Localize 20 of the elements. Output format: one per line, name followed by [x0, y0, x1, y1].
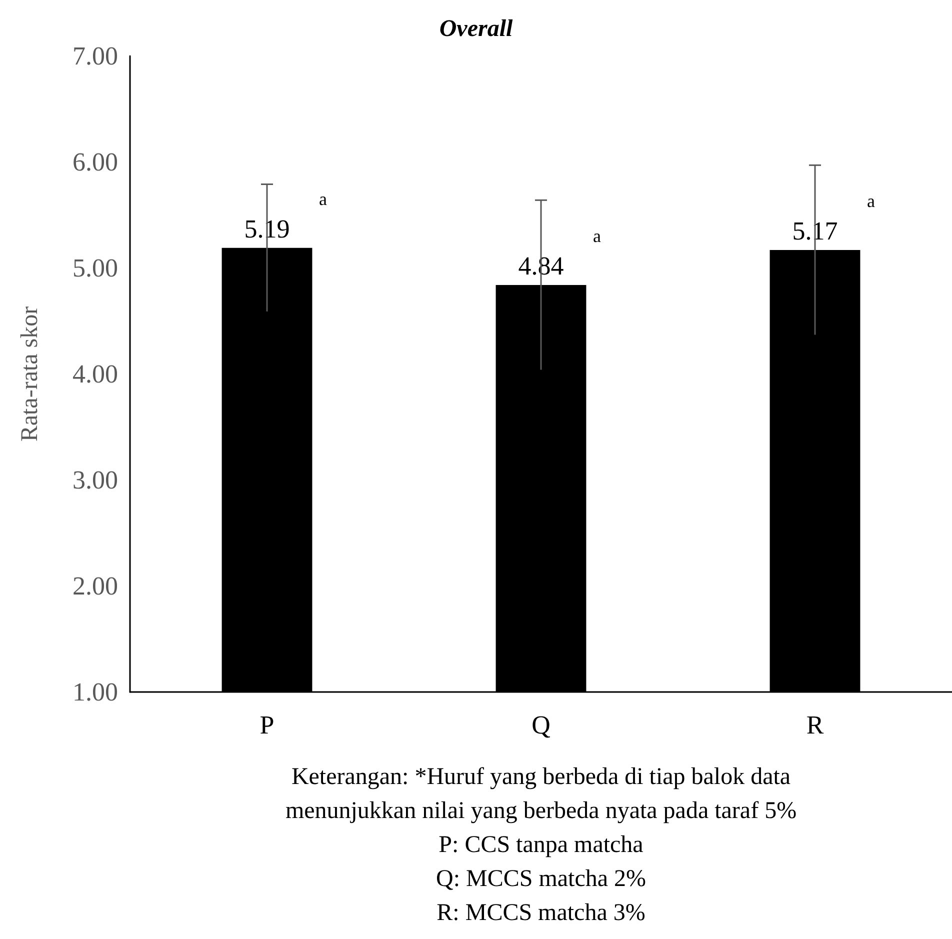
annotation: a: [593, 226, 601, 246]
text: R: MCCS matcha 3%: [436, 900, 646, 926]
y-tick-label: 6.00: [72, 148, 118, 176]
text: menunjukkan nilai yang berbeda nyata pada taraf 5%: [285, 798, 797, 824]
y-tick-label: 2.00: [72, 572, 118, 600]
y-tick-label: 7.00: [72, 42, 118, 70]
y-tick-label: 4.00: [72, 360, 118, 388]
text: P: CCS tanpa matcha: [438, 832, 644, 858]
text: Q: MCCS matcha 2%: [436, 866, 646, 892]
y-axis-title: Rata-rata skor: [17, 306, 43, 442]
chart-title: Overall: [439, 16, 513, 42]
y-tick-label: 5.00: [72, 254, 118, 282]
y-tick-label: 1.00: [72, 678, 118, 706]
annotation: a: [867, 190, 875, 211]
x-tick-label: R: [806, 710, 824, 740]
x-tick-label: Q: [532, 710, 551, 740]
text: Keterangan: *Huruf yang berbeda di tiap balok data: [291, 764, 791, 790]
x-tick-label: P: [260, 710, 274, 740]
annotation: a: [319, 188, 327, 209]
y-tick-label: 3.00: [72, 466, 118, 494]
